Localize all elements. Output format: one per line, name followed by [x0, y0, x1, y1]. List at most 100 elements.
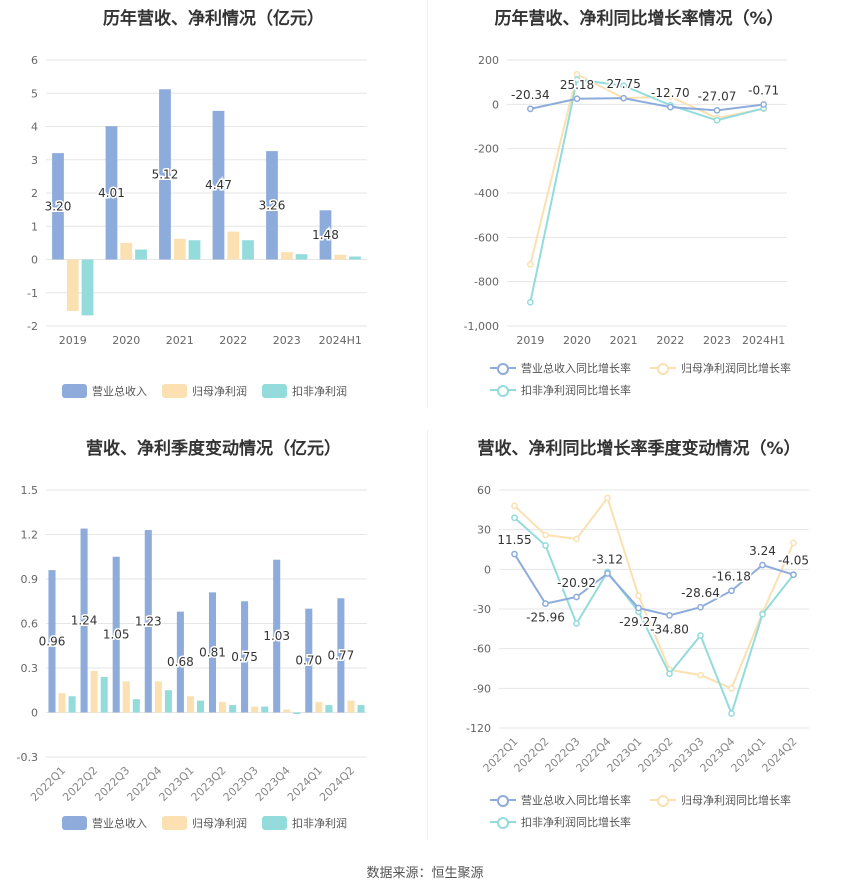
data-point — [573, 76, 581, 83]
data-point — [666, 611, 673, 619]
data-label: 3.26 — [259, 198, 286, 212]
y-tick-label: 0.3 — [21, 662, 39, 675]
y-tick-label: -200 — [474, 143, 499, 156]
bar-revenue — [319, 210, 332, 260]
y-tick-label: -90 — [473, 682, 491, 695]
quarterly-growth-panel: 营收、净利同比增长率季度变动情况（%） -120 -90 -60 -30 0 30 60 20… — [428, 428, 850, 838]
data-label: 1.03 — [263, 629, 290, 643]
data-label: 1.48 — [312, 228, 339, 242]
legend-item-revenue-growth[interactable]: 营业总收入同比增长率 — [490, 360, 631, 376]
y-tick-label: -600 — [474, 231, 499, 244]
data-point — [790, 539, 797, 547]
data-point — [542, 542, 549, 549]
bar-revenue — [144, 530, 152, 713]
data-point — [666, 93, 674, 100]
y-tick-label: -30 — [473, 603, 491, 616]
bar-deducted-profit — [295, 254, 308, 260]
bar-parent-profit — [173, 238, 186, 260]
x-tick-label: 2020 — [112, 334, 140, 347]
data-point — [511, 550, 518, 558]
annual-bar-chart: -2 -1 0 1 2 3 4 5 6 2019 2020 2021 2022 2023 2024H1 3.2… — [27, 54, 367, 347]
y-tick-label: 0 — [484, 563, 491, 576]
x-tick-label: 2019 — [516, 334, 544, 347]
y-tick-label: -2 — [27, 320, 38, 333]
x-tick-label: 2020 — [563, 334, 591, 347]
bar-parent-profit — [154, 681, 162, 713]
bar-parent-profit — [219, 702, 227, 713]
quarterly-bar-chart: -0.300.30.60.91.21.52022Q12022Q22022Q320… — [17, 484, 367, 804]
bar-deducted-profit — [81, 259, 94, 316]
y-tick-label: -120 — [466, 722, 491, 735]
y-tick-label: 0 — [31, 707, 38, 720]
data-label: -28.64 — [681, 586, 720, 600]
bar-revenue — [273, 559, 281, 713]
legend-item-deducted-growth[interactable]: 扣非净利润同比增长率 — [490, 814, 631, 830]
bar-deducted-profit — [100, 676, 108, 713]
bar-deducted-profit — [325, 705, 333, 713]
bar-revenue — [337, 598, 345, 713]
data-point — [713, 116, 721, 124]
legend: 营业总收入同比增长率 归母净利润同比增长率 扣非净利润同比增长率 — [428, 792, 850, 834]
x-tick-label: 2021 — [166, 334, 194, 347]
legend-item-deducted-growth[interactable]: 扣非净利润同比增长率 — [490, 382, 631, 398]
y-tick-label: -0.3 — [17, 751, 38, 764]
chart-title: 营收、净利同比增长率季度变动情况（%） — [477, 439, 801, 459]
y-tick-label: 6 — [31, 54, 38, 67]
data-point — [728, 710, 735, 717]
legend-item-parent-growth[interactable]: 归母净利润同比增长率 — [650, 360, 791, 376]
y-tick-label: -1,000 — [464, 320, 499, 333]
data-label: 0.96 — [39, 634, 66, 648]
data-point — [542, 531, 549, 539]
data-label: -3.12 — [592, 552, 623, 566]
bar-parent-profit — [283, 709, 291, 713]
legend-item-revenue-growth[interactable]: 营业总收入同比增长率 — [490, 792, 631, 808]
bar-deducted-profit — [68, 696, 76, 713]
data-label: -27.07 — [698, 89, 737, 103]
data-point — [760, 101, 768, 108]
data-label: 27.75 — [606, 77, 640, 91]
bar-deducted-profit — [357, 705, 365, 713]
x-tick-label: 2022 — [219, 334, 247, 347]
series-line-revenue — [513, 553, 794, 617]
bar-deducted-profit — [229, 705, 237, 713]
data-label: -12.70 — [651, 86, 690, 100]
y-tick-label: 0.9 — [21, 573, 39, 586]
annual-growth-chart: -1,000 -800 -600 -400 -200 0 200 2019 2020 2021 20… — [464, 54, 787, 347]
series-line-parent-profit — [529, 72, 764, 265]
data-point — [790, 571, 797, 579]
bar-parent-profit — [227, 231, 240, 260]
y-tick-label: 2 — [31, 187, 38, 200]
bar-revenue — [112, 556, 120, 713]
legend-item-revenue[interactable]: 营业总收入 — [62, 815, 147, 831]
legend-item-deducted-profit[interactable]: 扣非净利润 — [262, 815, 347, 831]
legend-item-revenue[interactable]: 营业总收入 — [62, 383, 147, 399]
chart-title: 历年营收、净利同比增长率情况（%） — [494, 9, 784, 29]
data-point — [573, 593, 580, 601]
bar-revenue — [266, 151, 278, 260]
bar-deducted-profit — [196, 700, 205, 713]
legend-item-parent-profit[interactable]: 归母净利润 — [162, 815, 247, 831]
y-tick-label: 3 — [31, 154, 38, 167]
data-label: -16.18 — [712, 570, 751, 584]
data-point — [511, 502, 518, 510]
bar-parent-profit — [58, 693, 66, 713]
y-tick-label: 1.2 — [21, 529, 39, 542]
data-point — [713, 106, 721, 114]
bar-parent-profit — [120, 242, 133, 260]
data-label: 0.77 — [328, 648, 355, 662]
x-tick-label: 2021 — [610, 334, 638, 347]
series-line-parent-profit — [513, 495, 795, 690]
data-label: -20.92 — [557, 576, 596, 590]
annual-growth-panel: 历年营收、净利同比增长率情况（%） -1,000 -800 -600 -400 -200… — [428, 0, 850, 408]
chart-title: 营收、净利季度变动情况（亿元） — [86, 439, 341, 459]
data-point — [620, 82, 628, 90]
bar-parent-profit — [334, 254, 347, 260]
legend-item-parent-growth[interactable]: 归母净利润同比增长率 — [650, 792, 791, 808]
legend-item-parent-profit[interactable]: 归母净利润 — [162, 383, 247, 399]
data-label: -29.27 — [619, 615, 658, 629]
bar-parent-profit — [315, 702, 323, 713]
legend-item-deducted-profit[interactable]: 扣非净利润 — [262, 383, 347, 399]
data-point — [759, 561, 766, 569]
y-tick-label: 0 — [31, 254, 38, 267]
bar-deducted-profit — [164, 690, 172, 713]
